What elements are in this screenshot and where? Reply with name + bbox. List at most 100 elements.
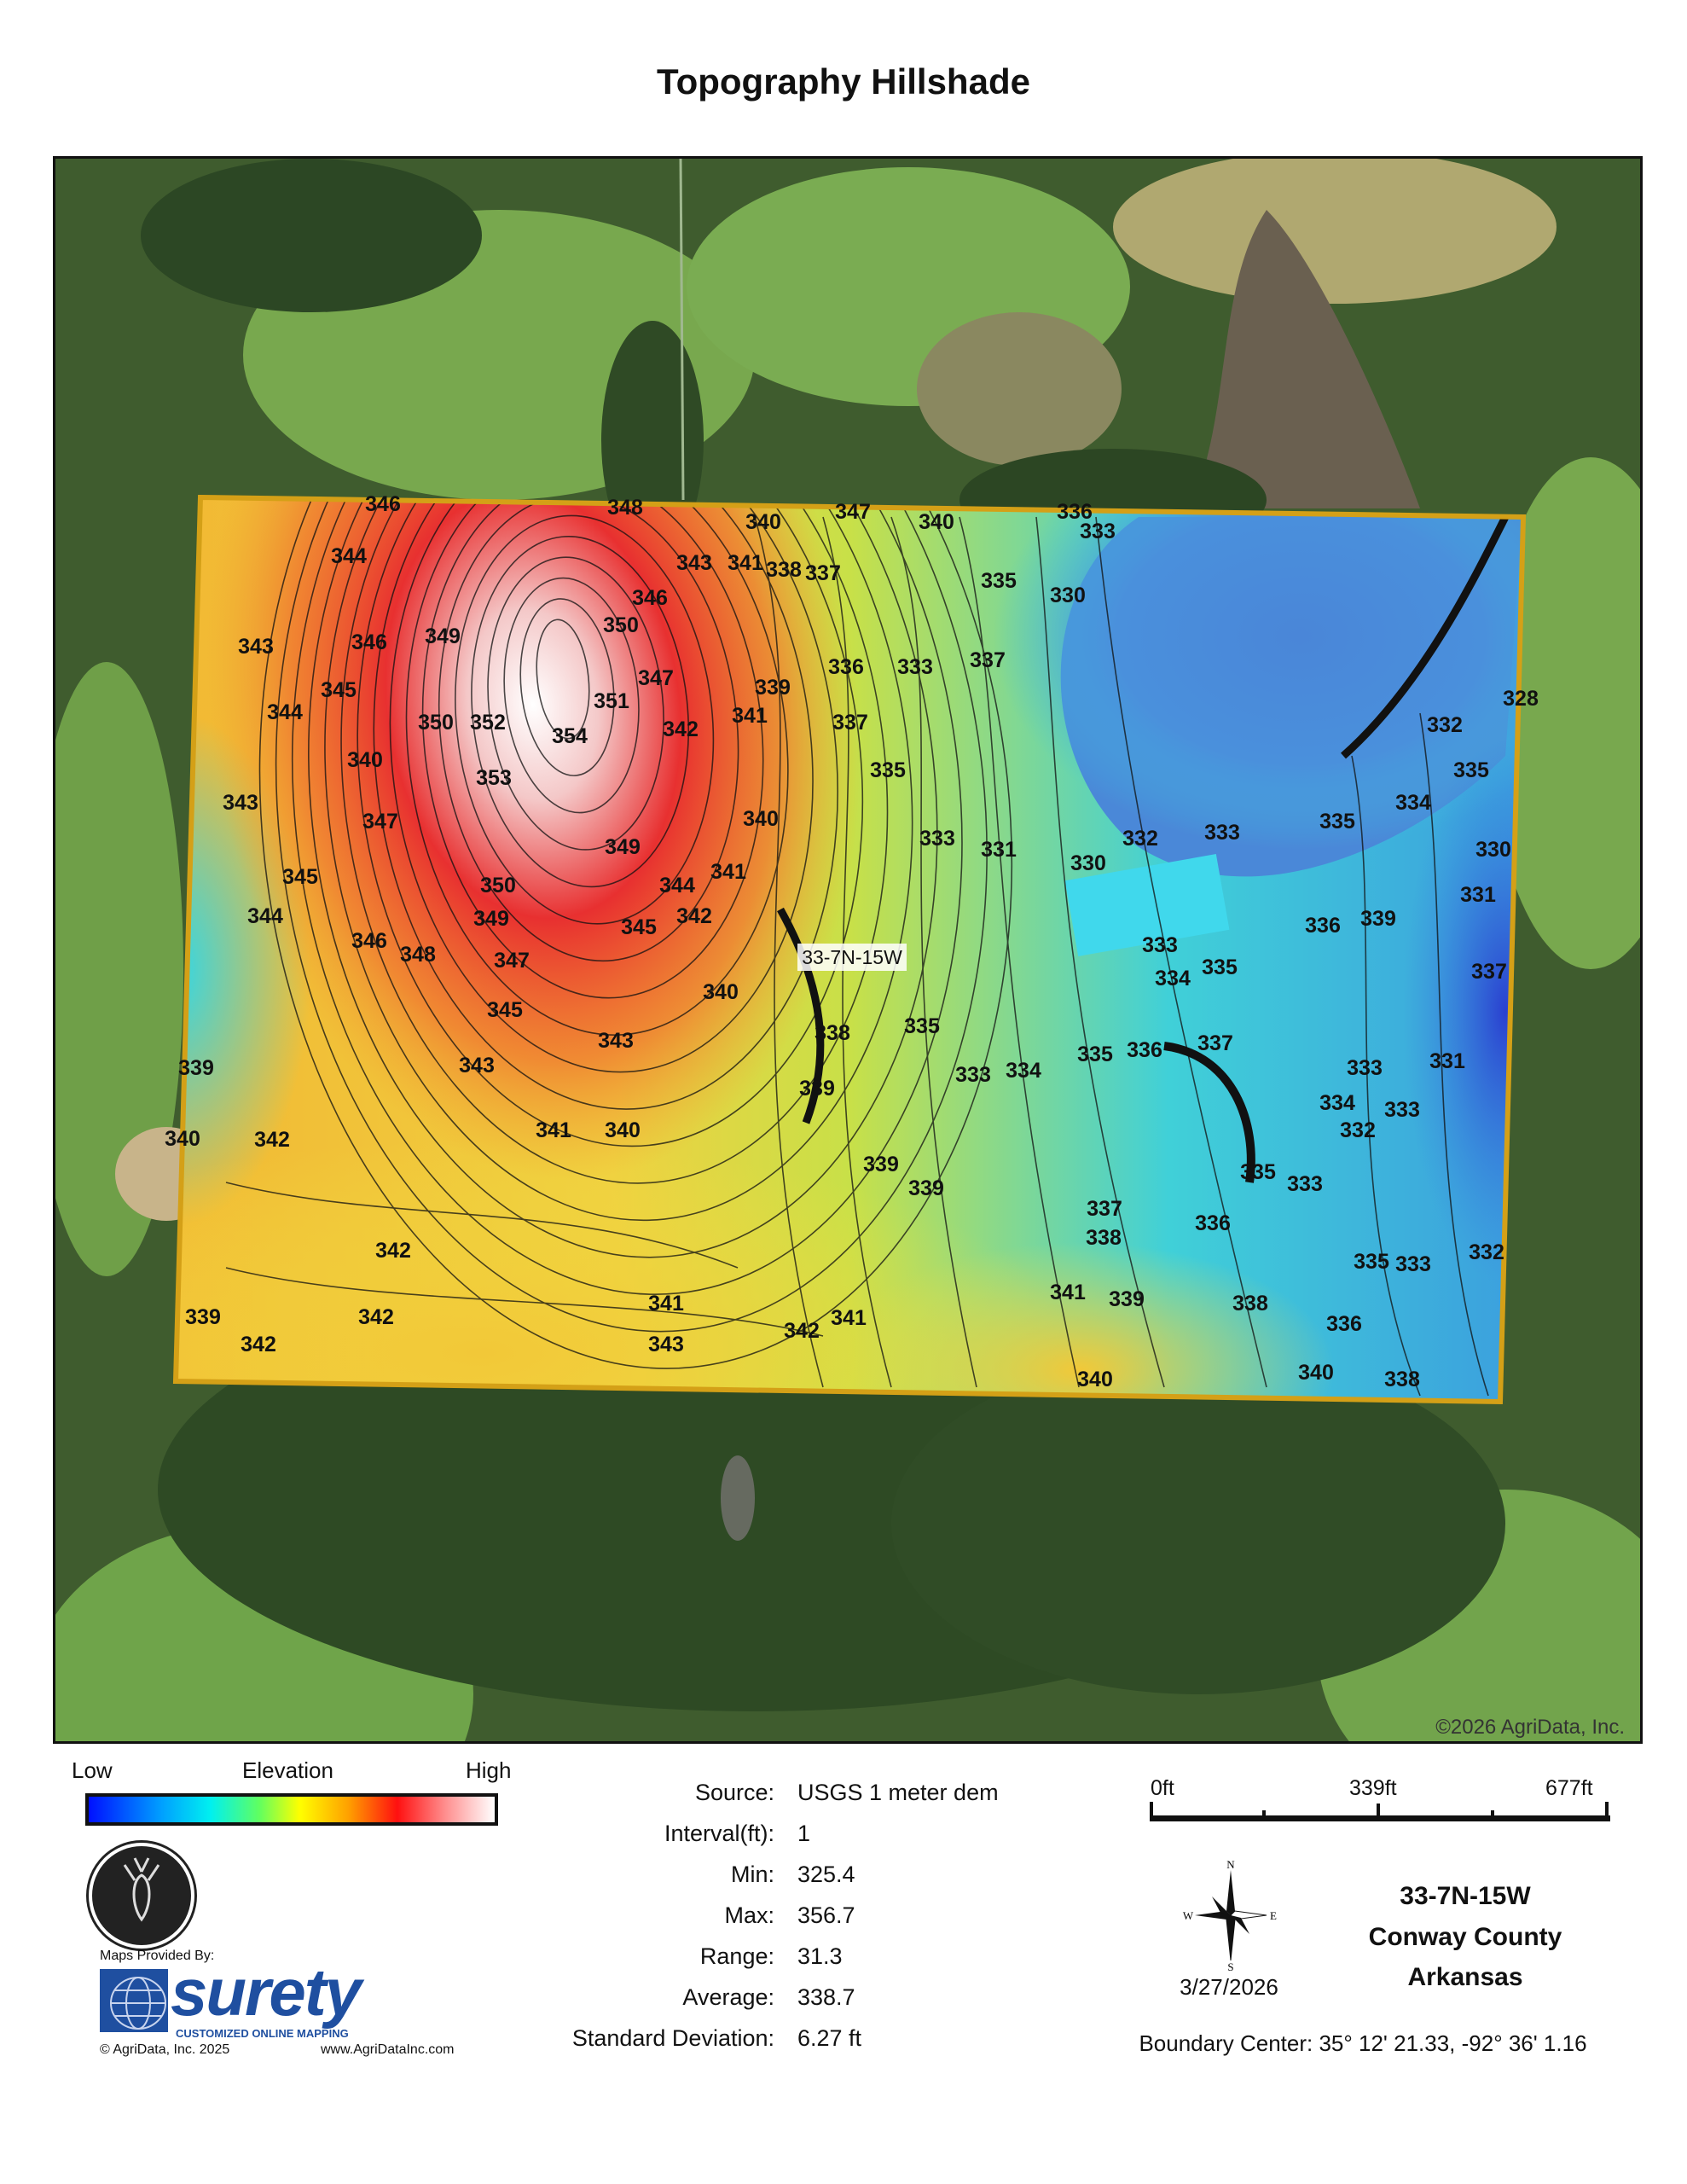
contour-label: 340	[165, 1127, 200, 1151]
contour-label: 340	[1077, 1368, 1113, 1391]
contour-label: 333	[1395, 1252, 1431, 1276]
contour-label: 340	[1298, 1361, 1334, 1385]
contour-label: 337	[970, 648, 1006, 672]
contour-label: 331	[981, 838, 1017, 862]
contour-line	[487, 556, 664, 851]
contour-label: 343	[459, 1054, 495, 1077]
boundary-center: Boundary Center: 35° 12' 21.33, -92° 36'…	[1139, 2030, 1587, 2056]
map-view[interactable]: 346 348 347 340 340 336 333 344 343 341 338 337 335 3…	[53, 156, 1643, 1744]
contour-label: 336	[1305, 914, 1341, 938]
compass-w: W	[1183, 1909, 1194, 1922]
elevation-color-bar	[85, 1793, 498, 1826]
contour-label: 339	[908, 1176, 944, 1200]
contour-label: 340	[605, 1118, 641, 1142]
contour-line	[503, 577, 640, 814]
contour-line	[275, 497, 988, 1333]
contour-label: 336	[1195, 1211, 1231, 1235]
contour-label: 347	[835, 500, 871, 524]
contour-label: 341	[732, 704, 768, 728]
legend-title: Elevation	[242, 1757, 333, 1783]
contour-line	[536, 619, 590, 740]
contour-label: 333	[1080, 520, 1116, 543]
contour-label: 339	[863, 1153, 899, 1176]
contour-line	[308, 497, 938, 1258]
contour-label: 354	[552, 724, 588, 748]
contour-label: 336	[1326, 1312, 1362, 1336]
contour-label: 346	[351, 929, 387, 953]
contour-label: 337	[1197, 1031, 1233, 1055]
contour-label: 340	[743, 807, 779, 831]
contour-label: 337	[832, 711, 868, 735]
contour-line	[405, 497, 789, 1036]
field-label: 33-7N-15W	[797, 944, 907, 971]
map-date: 3/27/2026	[1180, 1974, 1278, 2000]
contour-label: 333	[1287, 1172, 1323, 1196]
stat-label: Standard Deviation:	[571, 2025, 774, 2051]
contour-label: 339	[1360, 907, 1396, 931]
legend-high: High	[466, 1757, 512, 1783]
contour-label: 349	[473, 907, 509, 931]
contour-label: 345	[321, 678, 357, 702]
contour-line	[340, 497, 889, 1184]
contour-label: 353	[476, 766, 512, 790]
contour-label: 339	[185, 1305, 221, 1329]
contour-label: 333	[919, 827, 955, 851]
contour-line	[225, 1182, 739, 1269]
contour-label: 341	[710, 860, 746, 884]
contour-line	[324, 497, 913, 1222]
contour-label: 342	[241, 1333, 276, 1356]
contour-line	[258, 497, 1013, 1369]
contour-label: 334	[1006, 1059, 1041, 1083]
contour-line	[1035, 516, 1165, 1388]
contour-label: 348	[607, 496, 643, 520]
contour-line	[471, 536, 690, 888]
contour-label: 344	[267, 700, 303, 724]
map-copyright: ©2026 AgriData, Inc.	[1435, 1716, 1625, 1739]
contour-label: 335	[870, 758, 906, 782]
contour-label: 328	[1503, 687, 1539, 711]
contour-label: 347	[638, 666, 674, 690]
contour-label: 341	[648, 1292, 684, 1316]
contour-line	[890, 516, 977, 1388]
contour-label: 347	[494, 949, 530, 973]
contour-line	[822, 516, 892, 1388]
contour-label: 338	[766, 558, 802, 582]
stat-value: 6.27 ft	[797, 2025, 862, 2051]
contour-label: 338	[1232, 1292, 1268, 1316]
contour-label: 343	[598, 1029, 634, 1053]
contour-label: 339	[755, 676, 791, 700]
contour-label: 342	[358, 1305, 394, 1329]
scale-label-1: 339ft	[1349, 1776, 1397, 1800]
compass-rose-icon: N S W E	[1183, 1860, 1277, 1971]
contour-label: 347	[362, 810, 398, 834]
contour-label: 338	[1384, 1368, 1420, 1391]
contour-label: 333	[1204, 821, 1240, 845]
compass-n: N	[1226, 1860, 1235, 1871]
contour-line	[455, 514, 715, 925]
contour-label: 343	[676, 551, 712, 575]
stat-value: 356.7	[797, 1902, 855, 1928]
contour-label: 349	[605, 835, 641, 859]
scale-label-2: 677ft	[1545, 1776, 1593, 1800]
contour-label: 337	[805, 561, 841, 585]
contour-label: 335	[1319, 810, 1355, 834]
stat-value: 338.7	[797, 1984, 855, 2010]
field-boundary[interactable]	[172, 494, 1527, 1405]
contour-line	[1419, 712, 1489, 1397]
globe-icon	[100, 1969, 168, 2032]
contour-line	[1095, 516, 1267, 1388]
stat-label: Source:	[694, 1780, 774, 1805]
contour-label: 330	[1050, 584, 1086, 607]
compass-e: E	[1270, 1909, 1277, 1922]
field-label-text: 33-7N-15W	[802, 946, 902, 968]
contour-label: 346	[351, 630, 387, 654]
contour-label: 332	[1427, 713, 1463, 737]
contour-label: 349	[425, 624, 461, 648]
agridata-website[interactable]: www.AgriDataInc.com	[321, 2042, 455, 2057]
contour-label: 340	[703, 980, 739, 1004]
scale-label-0: 0ft	[1151, 1776, 1174, 1800]
contour-label: 335	[904, 1014, 940, 1038]
contour-label: 333	[1347, 1056, 1383, 1080]
contour-label: 342	[254, 1128, 290, 1152]
